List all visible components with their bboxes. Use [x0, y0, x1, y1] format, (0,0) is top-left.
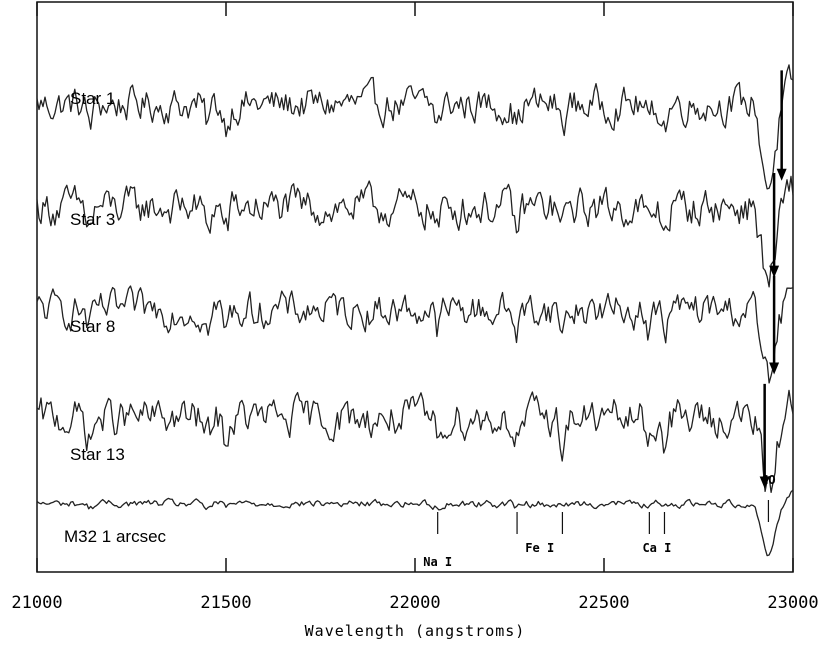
x-tick-label: 22000: [389, 593, 440, 613]
x-tick-label: 21500: [200, 593, 251, 613]
series-label: Star 8: [70, 317, 115, 336]
spectrum-line: [36, 285, 794, 384]
feature-label: Na I: [423, 555, 452, 569]
x-tick-label: 23000: [767, 593, 818, 613]
spectrum-line: [36, 489, 794, 557]
series-label: Star 13: [70, 445, 125, 464]
feature-label: CO: [761, 473, 775, 487]
feature-markers: Na I Fe I Ca I CO: [423, 473, 775, 569]
feature-label: Fe I: [525, 541, 554, 555]
spectra-group: [36, 64, 794, 557]
co-arrowhead: [769, 265, 780, 278]
co-arrowhead: [759, 476, 770, 489]
x-ticks: 21000 21500 22000 22500 23000: [11, 2, 819, 613]
spectrum-line: [36, 175, 794, 288]
spectrum-line: [36, 64, 794, 190]
x-tick-label: 22500: [578, 593, 629, 613]
co-arrowhead: [769, 362, 780, 375]
co-arrowhead: [776, 168, 787, 181]
plot-frame: [36, 1, 794, 573]
series-labels: Star 1 Star 3 Star 8 Star 13 M32 1 arcsec: [64, 89, 167, 546]
x-tick-label: 21000: [11, 593, 62, 613]
spectrum-line: [36, 389, 794, 494]
series-label: Star 1: [70, 89, 115, 108]
x-axis-label: Wavelength (angstroms): [305, 622, 526, 640]
series-label: Star 3: [70, 210, 115, 229]
feature-label: Ca I: [642, 541, 671, 555]
series-label: M32 1 arcsec: [64, 527, 167, 546]
